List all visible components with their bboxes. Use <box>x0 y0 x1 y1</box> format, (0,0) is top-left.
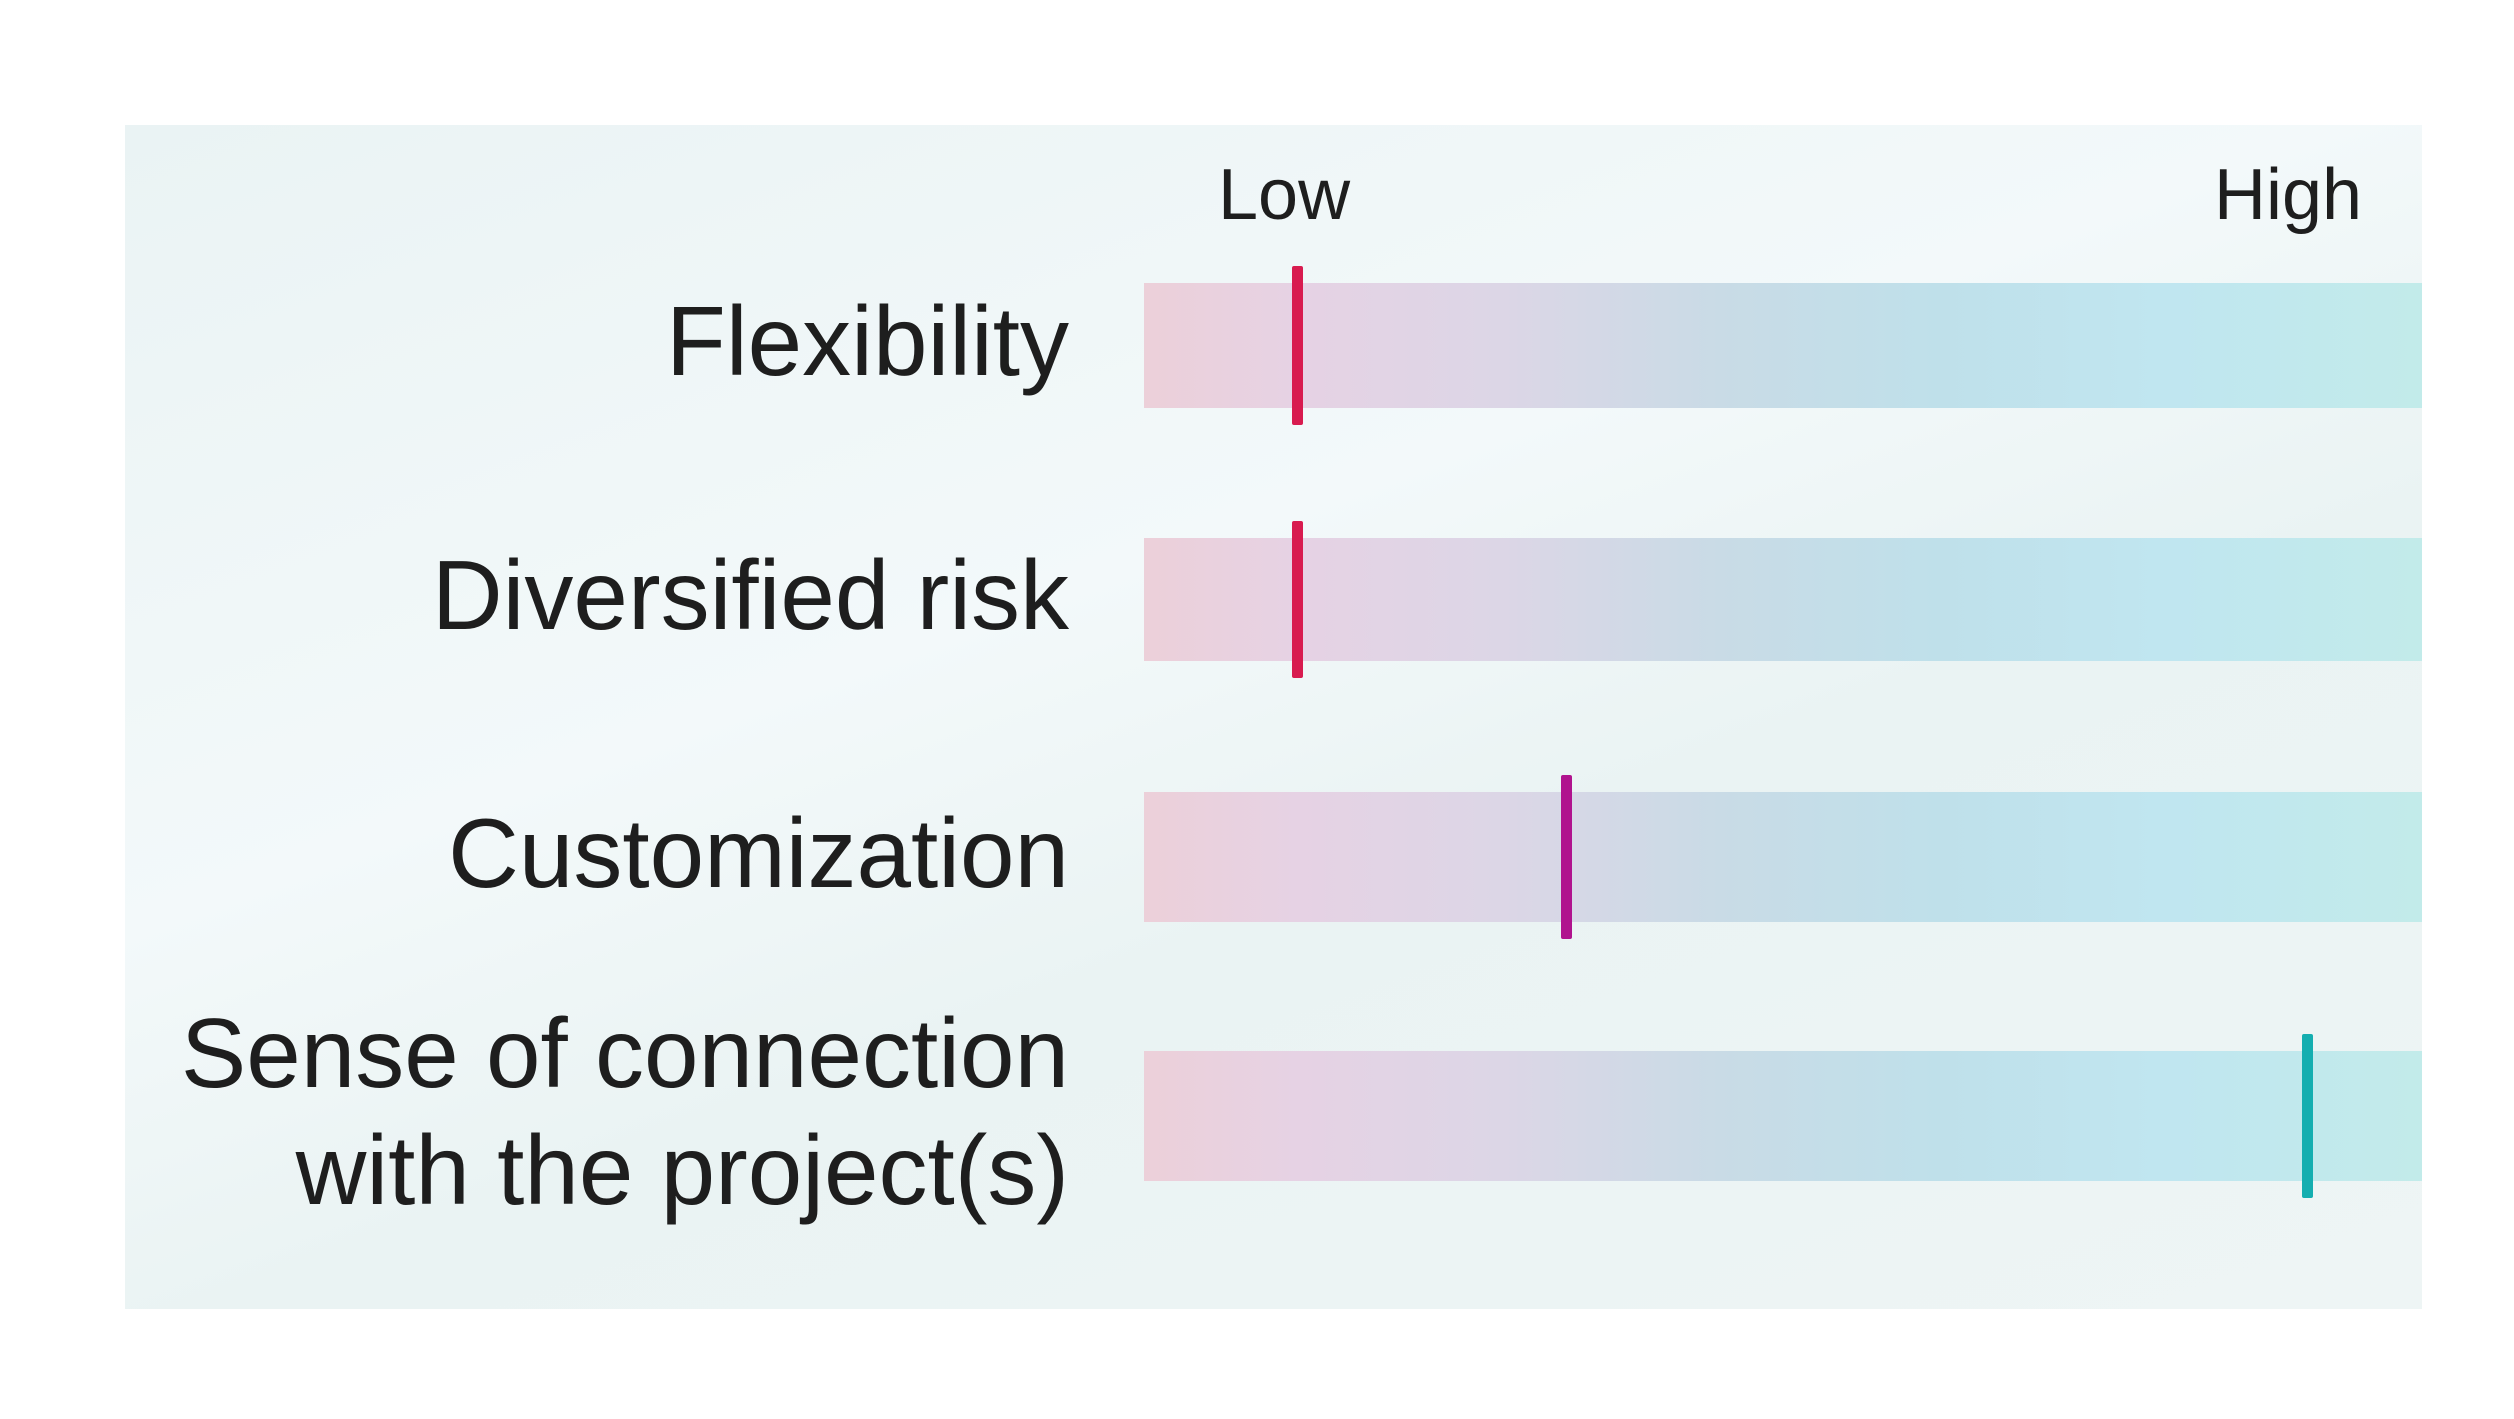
category-label-line: Sense of connection <box>180 998 1069 1108</box>
scale-bar <box>1144 792 2422 922</box>
category-label: Diversified risk <box>432 537 1069 654</box>
scale-label-low: Low <box>1218 155 1351 235</box>
category-label: Sense of connection with the project(s) <box>181 995 1069 1229</box>
category-label-line: with the project(s) <box>295 1115 1069 1225</box>
category-label-line: Customization <box>448 797 1069 908</box>
category-label: Flexibility <box>666 283 1069 400</box>
scale-bar <box>1144 1051 2422 1181</box>
value-marker <box>1560 775 1572 939</box>
scale-label-high: High <box>2214 155 2363 235</box>
value-marker <box>1292 521 1304 678</box>
value-marker <box>1292 266 1304 425</box>
value-marker <box>2301 1034 2313 1198</box>
category-label-line: Flexibility <box>666 286 1069 396</box>
category-label-line: Diversified risk <box>431 540 1069 650</box>
category-label: Customization <box>448 795 1069 912</box>
scale-bar <box>1144 283 2422 408</box>
scale-bar <box>1144 538 2422 661</box>
